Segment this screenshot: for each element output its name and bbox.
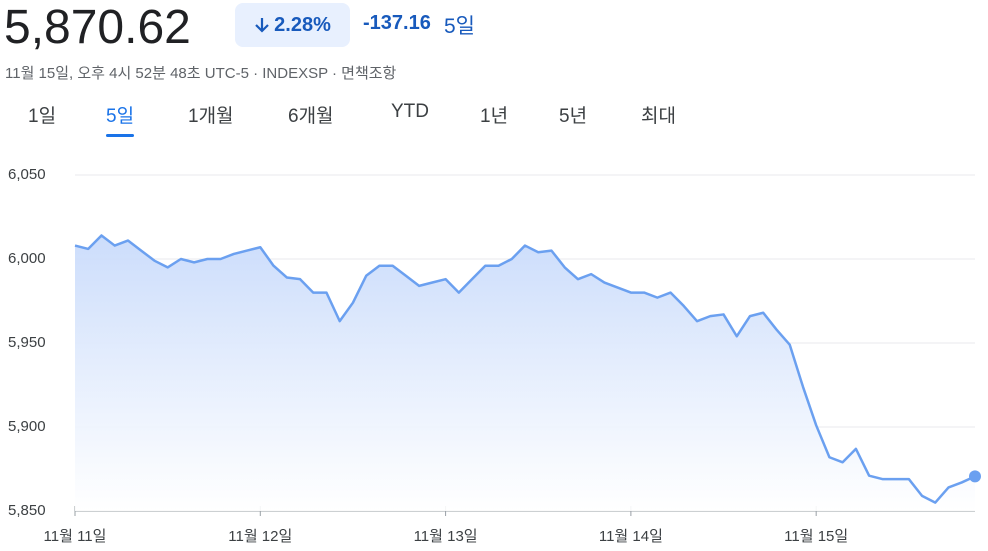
x-tick-label: 11월 14일: [599, 528, 663, 545]
down-arrow: [255, 18, 269, 33]
range-tab[interactable]: YTD: [391, 101, 429, 122]
y-tick-label: 5,900: [8, 418, 46, 435]
x-tick-label: 11월 15일: [784, 528, 848, 545]
range-tab[interactable]: 5년: [559, 106, 588, 127]
y-tick-label: 6,000: [8, 250, 46, 267]
y-tick-label: 5,950: [8, 334, 46, 351]
x-tick-label: 11월 12일: [228, 528, 292, 545]
range-tab[interactable]: 1개월: [188, 106, 234, 127]
price: 5,870.62: [4, 1, 191, 54]
period: 5일: [444, 15, 475, 38]
area: [75, 235, 975, 512]
range-tab[interactable]: 1일: [28, 106, 57, 127]
x-tick-label: 11월 13일: [414, 528, 478, 545]
change: -137.16: [363, 12, 431, 34]
range-tab[interactable]: 최대: [641, 106, 676, 127]
change-percent: 2.28%: [274, 13, 331, 36]
range-tab[interactable]: 1년: [480, 106, 509, 127]
y-tick-label: 6,050: [8, 166, 46, 183]
price-line: [74, 234, 976, 504]
last-point: [969, 470, 981, 483]
change-badge: 2.28%: [235, 3, 350, 47]
quote-header: 5,870.62 2.28% -137.16 5일 11월 15일, 오후 4시…: [0, 0, 988, 150]
subtitle: 11월 15일, 오후 4시 52분 48초 UTC-5 · INDEXSP ·…: [5, 65, 397, 82]
range-tab[interactable]: 6개월: [288, 106, 334, 127]
range-tab[interactable]: 5일: [106, 101, 135, 137]
x-tick-label: 11월 11일: [44, 528, 107, 545]
y-tick-label: 5,850: [8, 502, 46, 519]
